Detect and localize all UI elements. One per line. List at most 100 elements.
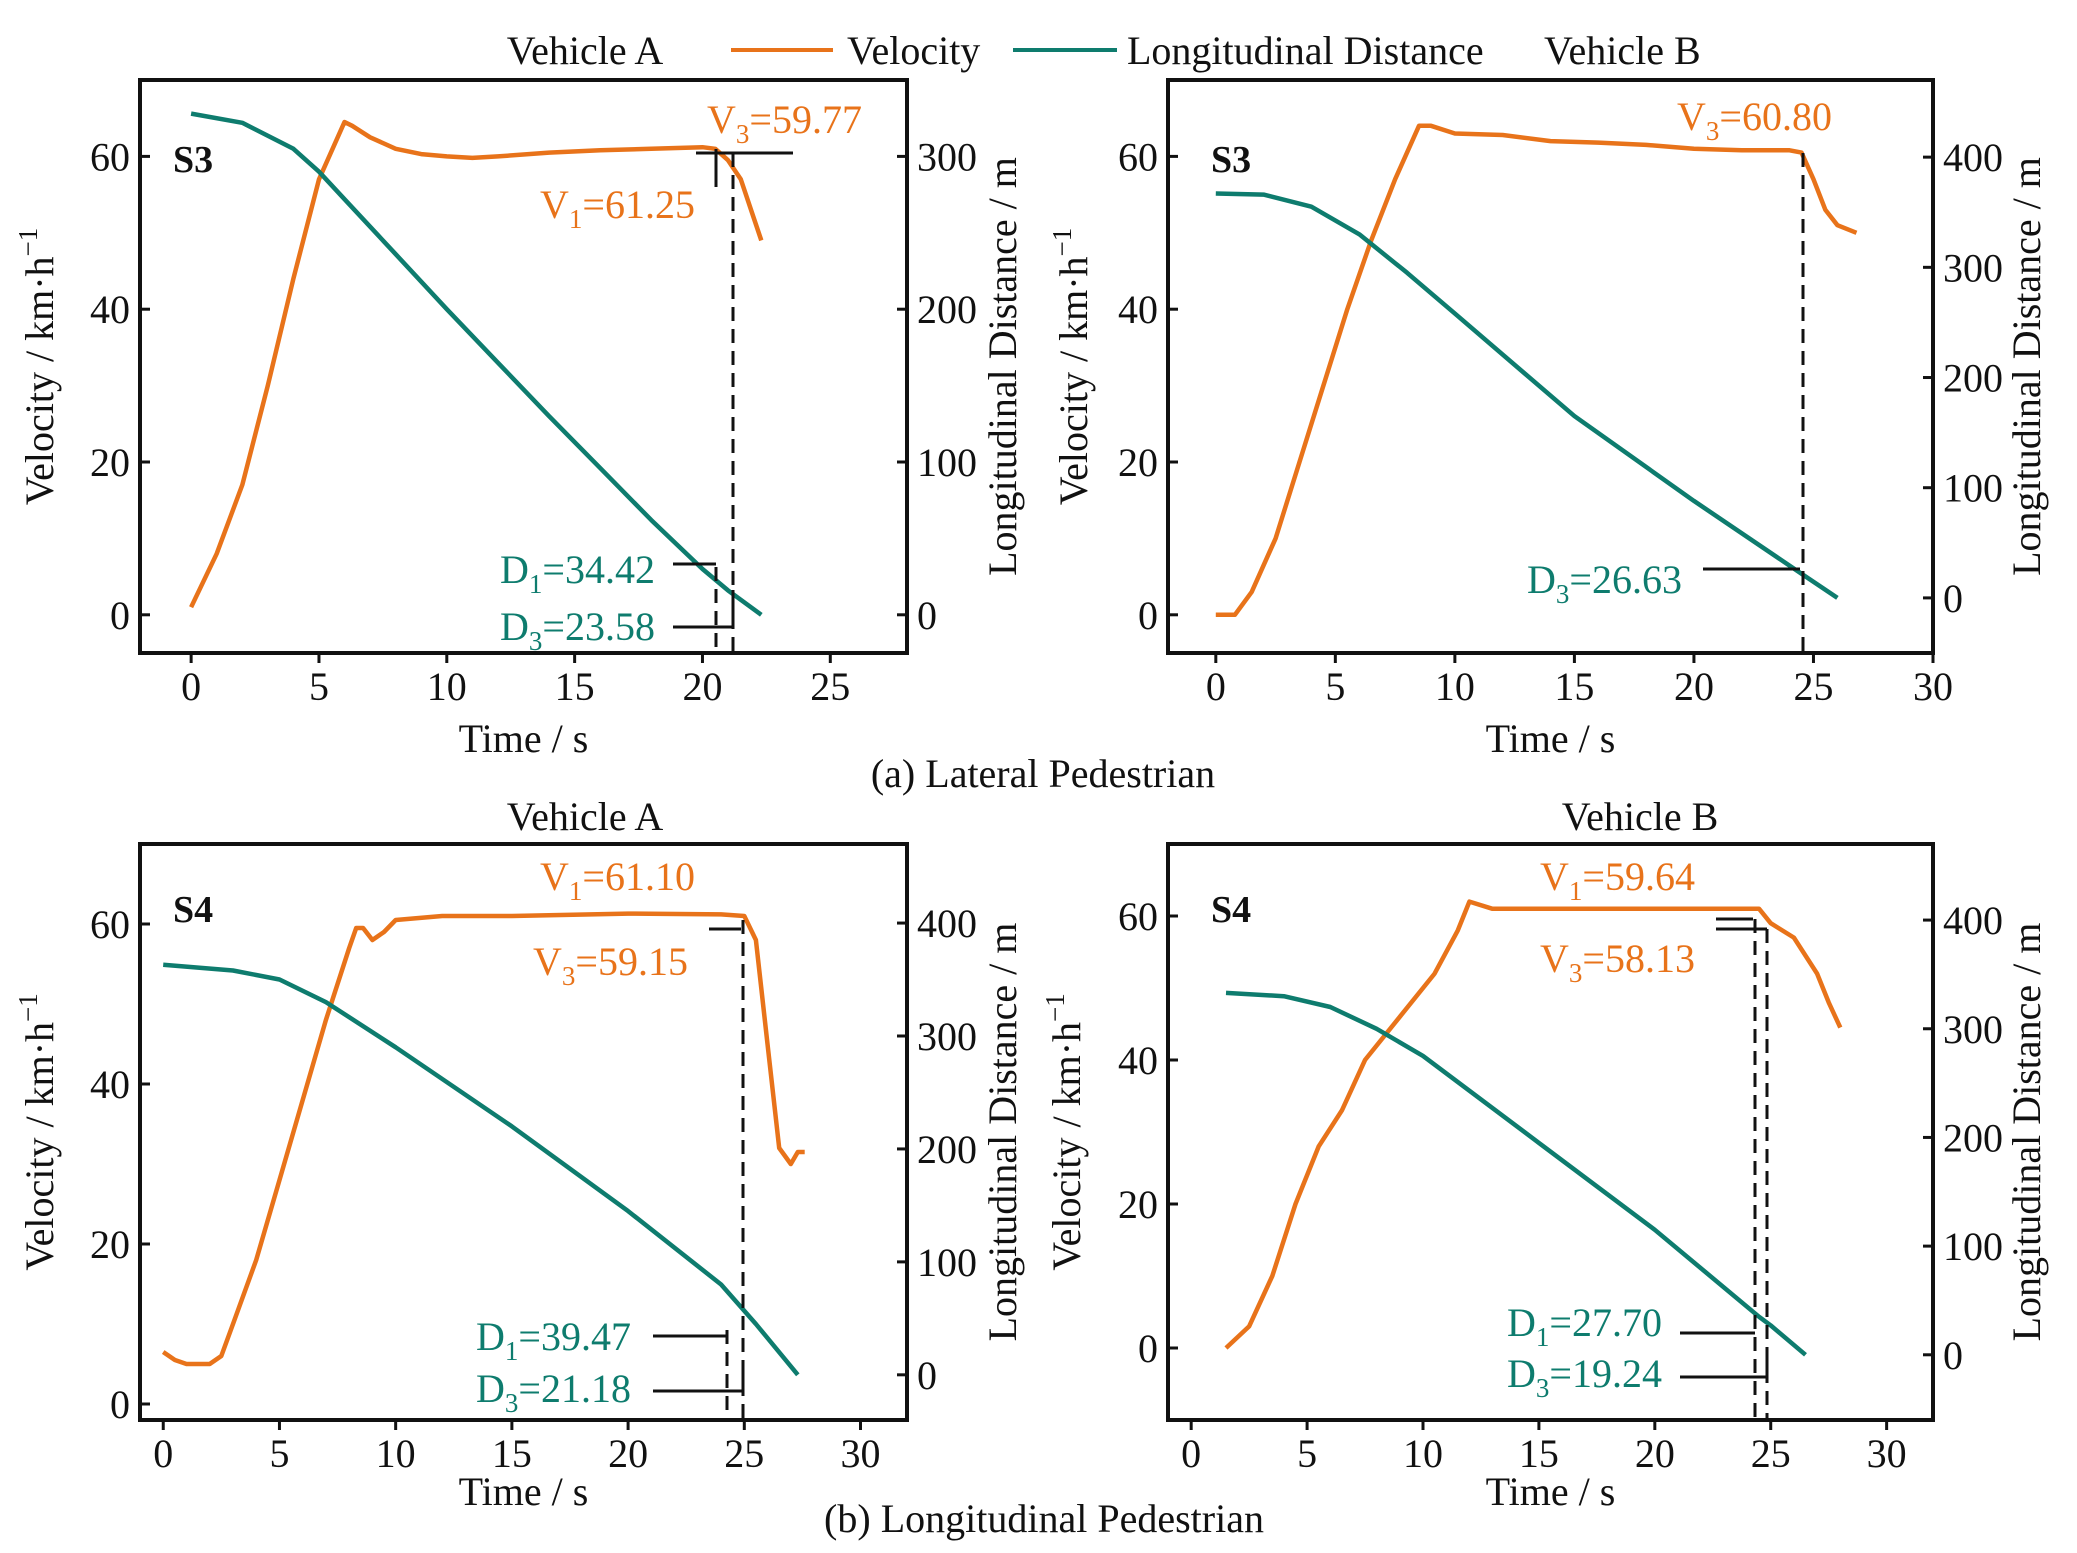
y2-tick-label: 0: [1943, 576, 1963, 621]
y-tick-label: 60: [1118, 894, 1158, 939]
distance-line: [1225, 990, 1807, 1357]
annotation-value: =61.25: [582, 182, 695, 227]
y2-axis-label: Longitudinal Distance / m: [2004, 923, 2049, 1342]
y2-tick-label: 400: [1943, 898, 2003, 943]
y2-tick-label: 0: [1943, 1333, 1963, 1378]
y-tick-label: 60: [90, 902, 130, 947]
annotation-value: =59.64: [1582, 854, 1695, 899]
x-tick-label: 15: [1554, 664, 1594, 709]
y-tick-label: 0: [1138, 593, 1158, 638]
x-tick-label: 20: [1674, 664, 1714, 709]
y-tick-label: 20: [90, 1222, 130, 1267]
annotation-v1: V1=61.25: [540, 182, 695, 234]
y-tick-label: 40: [90, 1062, 130, 1107]
annotation-value: =19.24: [1549, 1351, 1662, 1396]
y2-tick-label: 200: [917, 287, 977, 332]
annotation-value: =59.77: [749, 97, 862, 142]
x-tick-label: 25: [724, 1431, 764, 1476]
y-axis-label-exponent: −1: [1047, 228, 1077, 257]
x-tick-label: 10: [1403, 1431, 1443, 1476]
x-tick-label: 25: [810, 664, 850, 709]
y2-tick-label: 300: [917, 134, 977, 179]
y-tick-label: 60: [1118, 134, 1158, 179]
annotation-subscript: 3: [1706, 116, 1720, 146]
annotation-value: =26.63: [1569, 557, 1682, 602]
x-tick-label: 15: [555, 664, 595, 709]
annotation-d1: D1=39.47: [476, 1314, 631, 1366]
scenario-label: S3: [1211, 139, 1251, 181]
annotation-v3: V3=58.13: [1540, 936, 1695, 988]
y2-axis-label: Longitudinal Distance / m: [2004, 157, 2049, 576]
plot-frame: [138, 842, 909, 1422]
x-tick-label: 0: [1206, 664, 1226, 709]
y2-tick-label: 300: [1943, 1007, 2003, 1052]
x-axis-label: Time / s: [459, 716, 589, 761]
y-axis-label: Velocity / km·h−1: [13, 228, 62, 506]
y2-tick-label: 200: [1943, 1115, 2003, 1160]
caption-a: (a) Lateral Pedestrian: [871, 751, 1215, 796]
annotation-d3: D3=19.24: [1507, 1351, 1662, 1403]
y-tick-label: 40: [1118, 1038, 1158, 1083]
title-vehicle-a-bottom: Vehicle A: [507, 794, 664, 839]
annotation-d1: D1=27.70: [1507, 1300, 1662, 1352]
annotation-subscript: 1: [505, 1336, 519, 1366]
annotation-subscript: 3: [562, 961, 576, 991]
annotation-subscript: 1: [1536, 1322, 1550, 1352]
annotation-subscript: 1: [1569, 876, 1583, 906]
annotation-value: =58.13: [1582, 936, 1695, 981]
legend-velocity-label: Velocity: [847, 28, 980, 73]
x-tick-label: 20: [682, 664, 722, 709]
x-tick-label: 10: [427, 664, 467, 709]
y-tick-label: 20: [1118, 1182, 1158, 1227]
annotation-value: =60.80: [1719, 94, 1832, 139]
distance-line: [1215, 191, 1839, 600]
y2-tick-label: 0: [917, 1353, 937, 1398]
x-axis-label: Time / s: [459, 1469, 589, 1514]
velocity-line: [161, 911, 805, 1367]
y-axis-label-exponent: −1: [13, 993, 43, 1022]
y2-tick-label: 200: [1943, 356, 2003, 401]
y2-tick-label: 100: [917, 440, 977, 485]
y-tick-label: 40: [1118, 287, 1158, 332]
x-tick-label: 5: [1325, 664, 1345, 709]
y-tick-label: 60: [90, 134, 130, 179]
annotation-subscript: 1: [569, 204, 583, 234]
velocity-line: [1224, 899, 1843, 1350]
x-tick-label: 30: [1867, 1431, 1907, 1476]
x-tick-label: 25: [1793, 664, 1833, 709]
x-tick-label: 20: [1635, 1431, 1675, 1476]
x-tick-label: 10: [1435, 664, 1475, 709]
annotation-v1: V1=59.64: [1540, 854, 1695, 906]
y-tick-label: 40: [90, 287, 130, 332]
x-tick-label: 0: [1181, 1431, 1201, 1476]
title-vehicle-a-top: Vehicle A: [507, 28, 664, 73]
annotation-value: =34.42: [542, 547, 655, 592]
scenario-label: S3: [173, 139, 213, 181]
y2-tick-label: 300: [917, 1014, 977, 1059]
x-tick-label: 10: [376, 1431, 416, 1476]
distance-line: [190, 111, 763, 617]
annotation-subscript: 3: [1536, 1373, 1550, 1403]
y2-axis-label: Longitudinal Distance / m: [980, 157, 1025, 576]
x-tick-label: 30: [841, 1431, 881, 1476]
annotation-v3: V3=59.15: [533, 939, 688, 991]
plot-frame: [1166, 842, 1935, 1422]
velocity-line: [1215, 123, 1858, 618]
annotation-value: =61.10: [582, 854, 695, 899]
annotation-v1: V1=61.10: [540, 854, 695, 906]
annotation-subscript: 3: [1569, 958, 1583, 988]
title-vehicle-b-top: Vehicle B: [1544, 28, 1701, 73]
y2-tick-label: 200: [917, 1127, 977, 1172]
annotation-subscript: 1: [529, 569, 543, 599]
y-tick-label: 0: [110, 1382, 130, 1427]
y-axis-label: Velocity / km·h−1: [13, 993, 62, 1271]
scenario-label: S4: [173, 889, 213, 931]
y2-tick-label: 400: [1943, 135, 2003, 180]
y-tick-label: 0: [110, 593, 130, 638]
distance-line: [163, 962, 800, 1377]
annotation-subscript: 3: [736, 119, 750, 149]
x-tick-label: 5: [1297, 1431, 1317, 1476]
x-tick-label: 25: [1751, 1431, 1791, 1476]
